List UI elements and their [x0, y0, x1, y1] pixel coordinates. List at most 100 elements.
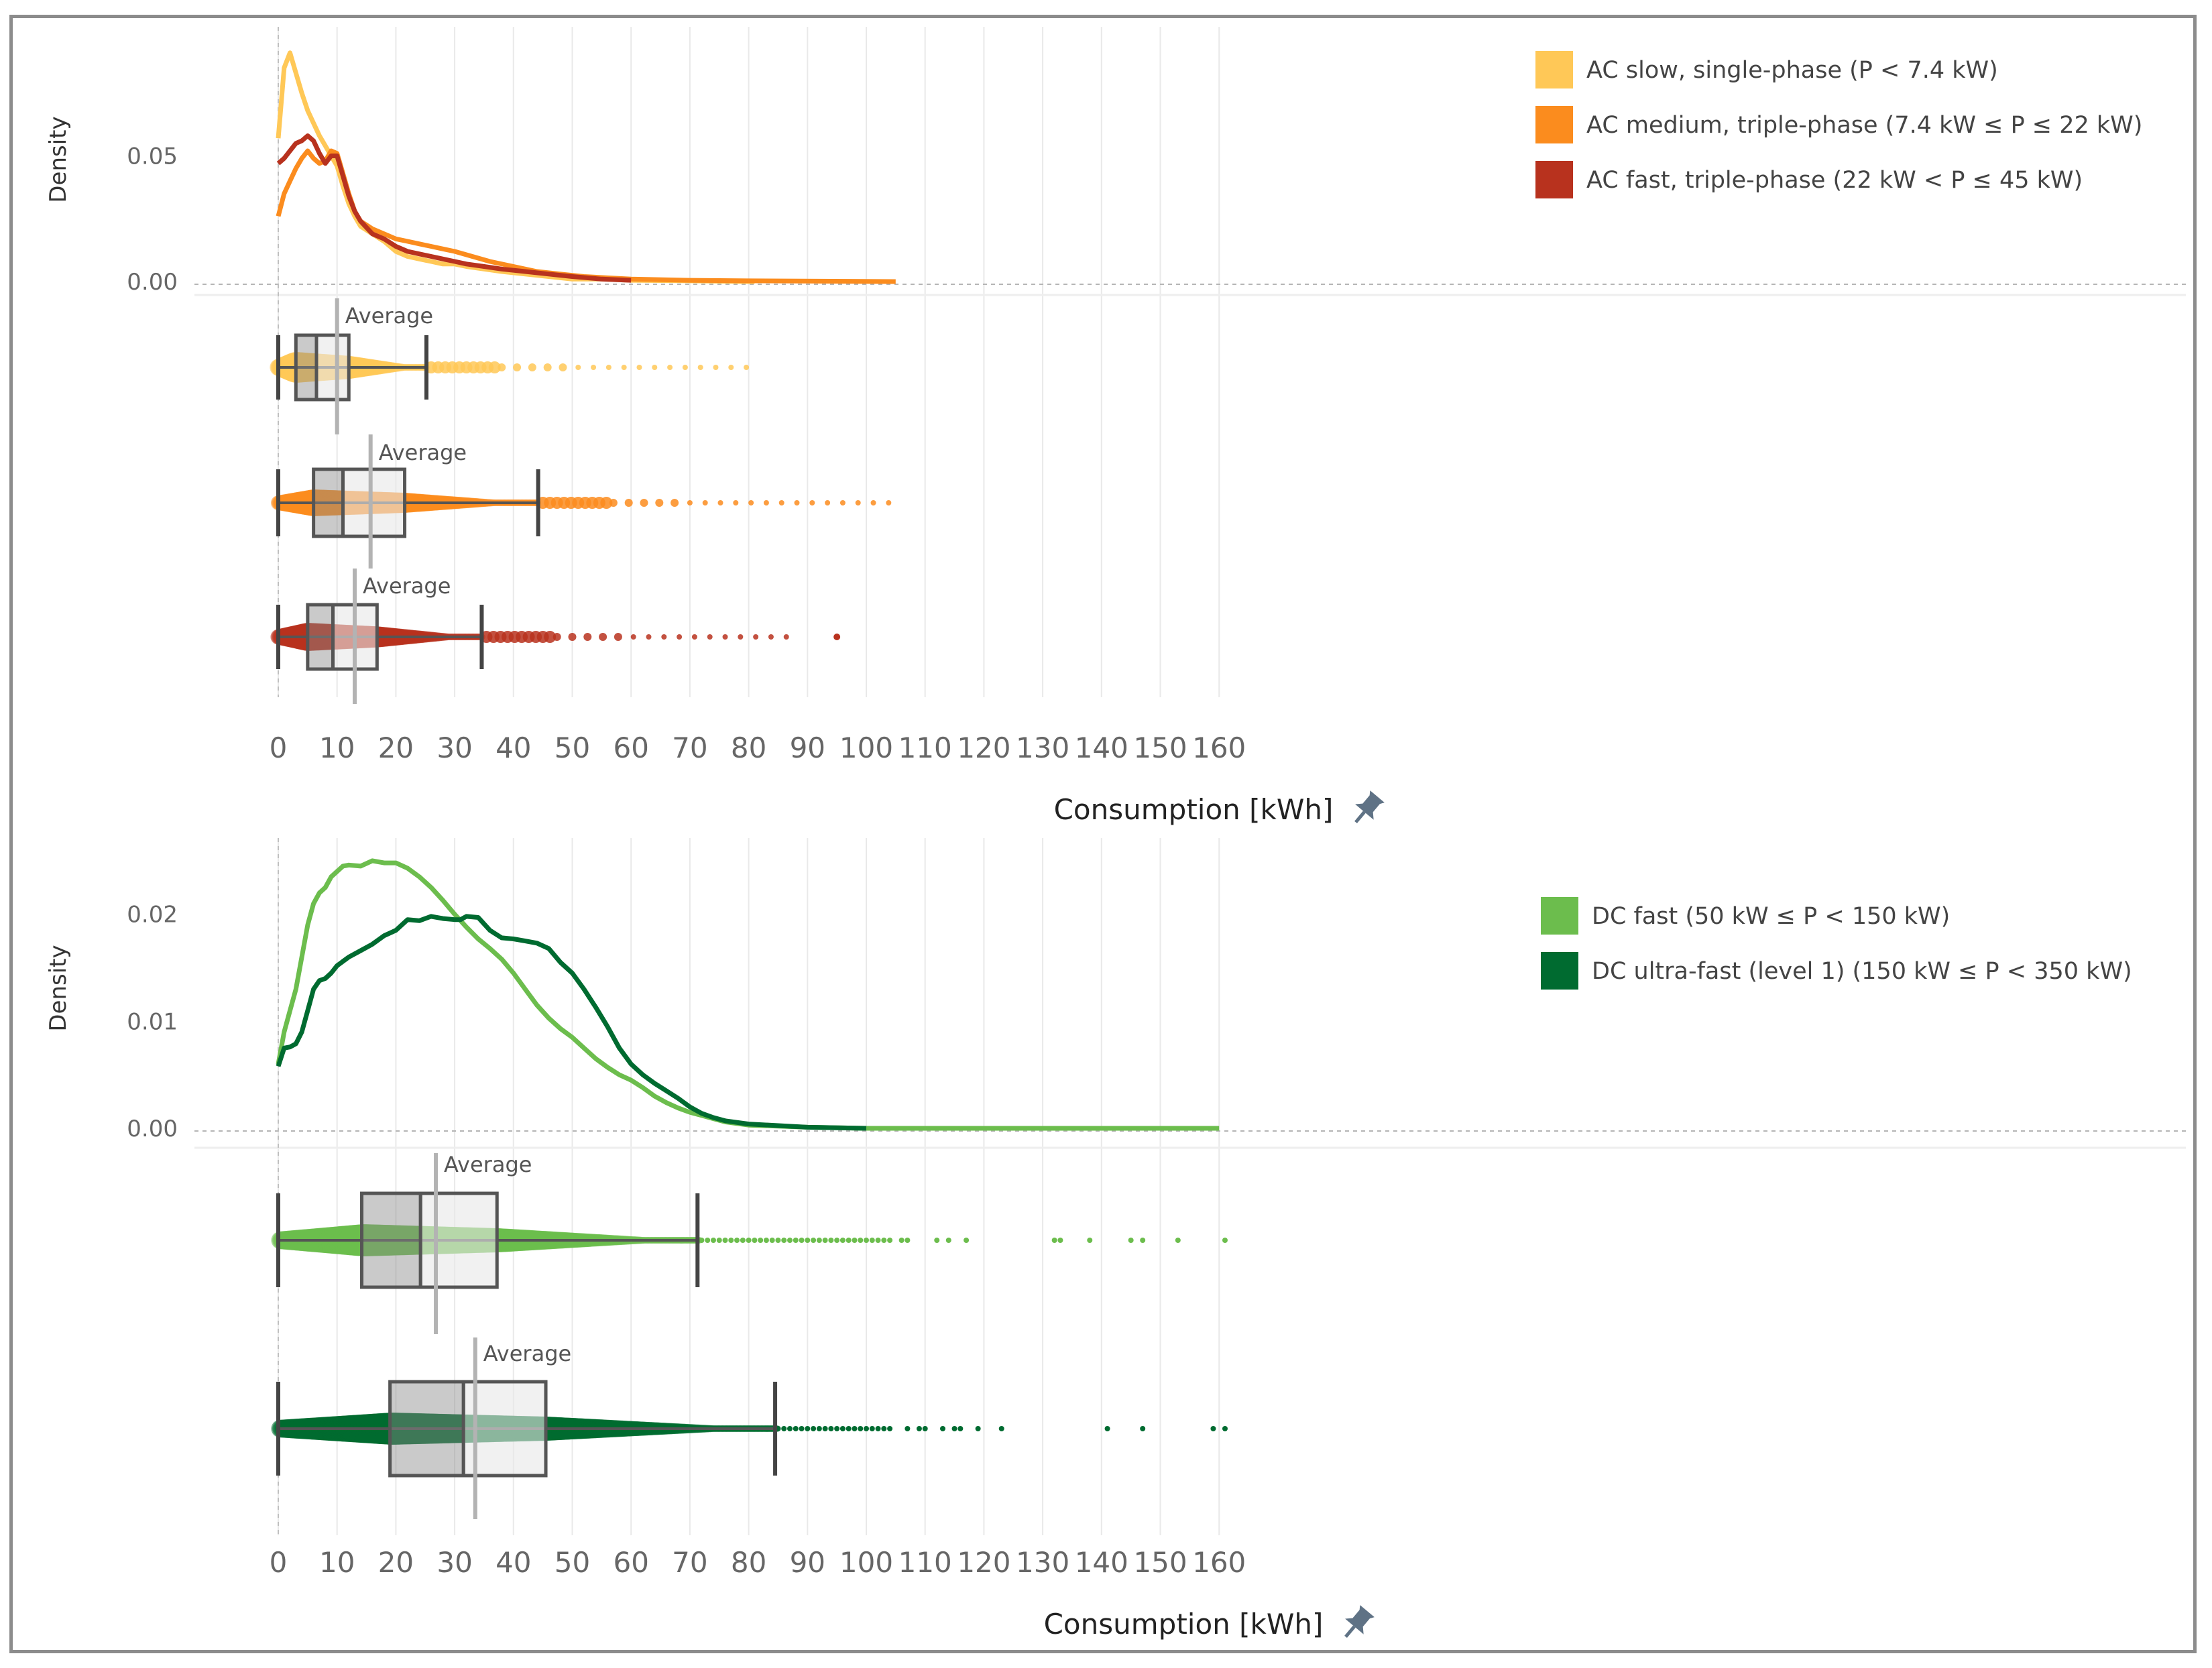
box-lower-half [388, 1380, 465, 1478]
outlier-point [1128, 1238, 1134, 1243]
average-label: Average [379, 440, 467, 465]
outlier-point [667, 365, 673, 370]
outlier-point [922, 1426, 928, 1431]
outlier-point [787, 1238, 793, 1243]
outlier-point [887, 1426, 893, 1431]
outlier-point [811, 1238, 817, 1243]
outlier-point [839, 1238, 846, 1243]
x-tick-label: 140 [1075, 1546, 1128, 1579]
x-tick-label: 130 [1016, 1546, 1069, 1579]
outlier-point [733, 500, 739, 505]
outlier-point [748, 500, 754, 505]
outlier-point [752, 1238, 758, 1243]
x-tick-label: 90 [790, 731, 825, 764]
outlier-point [763, 500, 769, 505]
legend-swatch-1 [1541, 897, 1578, 935]
box-lower-half [360, 1191, 422, 1289]
outlier-point [614, 633, 622, 641]
outlier-point [964, 1238, 970, 1243]
outlier-point [552, 633, 561, 641]
legend-label-2: DC ultra-fast (level 1) (150 kW ≤ P < 35… [1592, 958, 2132, 985]
outlier-point [1175, 1238, 1181, 1243]
outlier-point [816, 1426, 822, 1431]
outlier-point [728, 1238, 734, 1243]
outlier-point [783, 634, 789, 640]
outlier-point [687, 500, 693, 505]
outlier-point [834, 1426, 840, 1431]
outlier-point [705, 1238, 711, 1243]
x-tick-label: 50 [555, 1546, 590, 1579]
outlier-point [1140, 1426, 1146, 1431]
x-tick-label: 150 [1133, 1546, 1187, 1579]
outlier-point [811, 1426, 817, 1431]
outlier-point [916, 1426, 922, 1431]
outlier-point [1087, 1238, 1093, 1243]
outlier-point [805, 1426, 811, 1431]
outlier-point [600, 497, 613, 509]
outlier-point [875, 1426, 881, 1431]
outlier-point [881, 1426, 887, 1431]
outlier-point [898, 1238, 905, 1243]
x-tick-label: 80 [731, 731, 766, 764]
x-tick-label: 90 [790, 1546, 825, 1579]
outlier-point [869, 1238, 875, 1243]
outlier-point [630, 634, 636, 640]
outlier-point [805, 1238, 811, 1243]
outlier-point [528, 363, 536, 371]
x-tick-label: 20 [378, 1546, 414, 1579]
x-tick-label: 60 [613, 1546, 648, 1579]
outlier-point [591, 365, 597, 370]
legend-label-3: AC fast, triple-phase (22 kW < P ≤ 45 kW… [1586, 167, 2083, 194]
outlier-point [769, 1238, 775, 1243]
outlier-point [839, 500, 846, 505]
x-tick-label: 130 [1016, 731, 1069, 764]
x-tick-label: 160 [1192, 731, 1246, 764]
outlier-point [855, 500, 861, 505]
x-tick-label: 0 [270, 731, 288, 764]
outlier-point [881, 1238, 887, 1243]
outlier-point [975, 1426, 981, 1431]
y-axis-label: Density [45, 945, 72, 1031]
outlier-point [707, 634, 713, 640]
outlier-point [583, 633, 592, 641]
outlier-point [858, 1426, 864, 1431]
x-tick-label: 140 [1075, 731, 1128, 764]
chart-1: 0.00 0.05 Density Average Average Average 0 10 2… [45, 27, 2186, 826]
outlier-point [609, 499, 618, 507]
outlier-point [839, 1426, 846, 1431]
outlier-point [869, 1426, 875, 1431]
outlier-point [640, 499, 648, 507]
outlier-point [682, 365, 688, 370]
outlier-point [646, 634, 652, 640]
outlier-point [846, 1238, 852, 1243]
x-tick-label: 150 [1133, 731, 1187, 764]
boxplot-row-1: Average [270, 298, 750, 434]
outlier-point [787, 1426, 793, 1431]
outlier-point [1051, 1238, 1057, 1243]
outlier-point [559, 363, 567, 371]
y-tick-label: 0.05 [127, 143, 178, 170]
outlier-point [702, 500, 708, 505]
x-axis-label: Consumption [kWh] [1054, 793, 1334, 826]
legend-swatch-1 [1535, 51, 1573, 88]
outlier-point [905, 1238, 911, 1243]
outlier-point [905, 1426, 911, 1431]
outlier-point [781, 1238, 787, 1243]
x-tick-label: 100 [839, 1546, 893, 1579]
x-tick-label: 20 [378, 731, 414, 764]
outlier-point [846, 1426, 852, 1431]
average-label: Average [483, 1341, 571, 1366]
pin-icon [1344, 1605, 1375, 1639]
outlier-point [713, 365, 719, 370]
x-tick-label: 50 [555, 731, 590, 764]
dashboard-frame [9, 15, 2197, 1653]
outlier-point [652, 365, 658, 370]
y-axis-label: Density [45, 116, 72, 202]
outlier-point [753, 634, 759, 640]
density-curve-3 [276, 133, 632, 283]
outlier-point [794, 500, 800, 505]
outlier-point [655, 499, 664, 507]
outlier-point [822, 1238, 828, 1243]
boxplot-row-2: Average [271, 1337, 1228, 1519]
